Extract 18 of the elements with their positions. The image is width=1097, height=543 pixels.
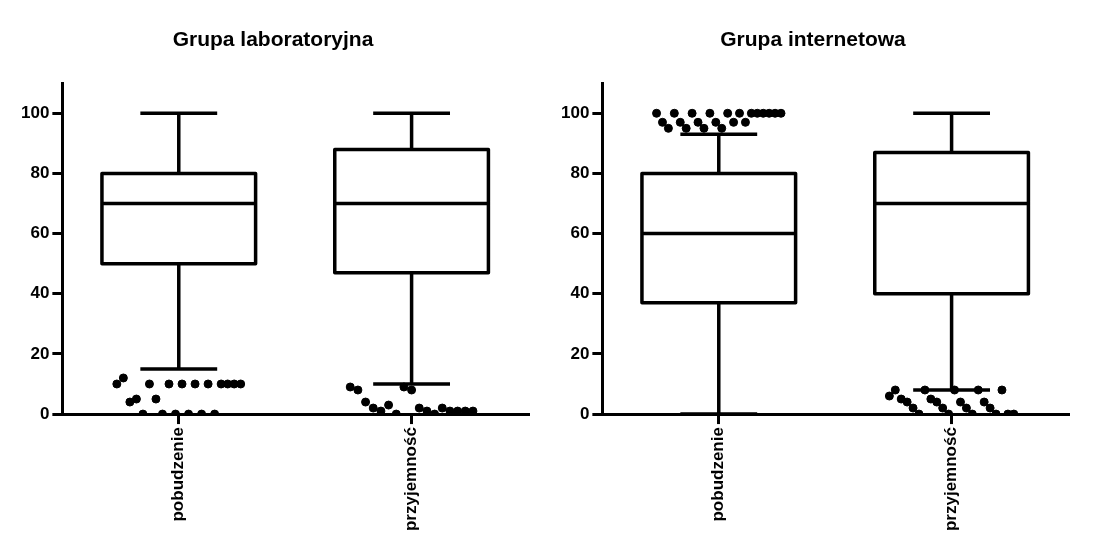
y-tick-label: 100: [20, 102, 50, 122]
x-tick-label: pobudzenie: [168, 427, 188, 522]
y-tick-label: 80: [570, 163, 590, 183]
y-tick-label: 40: [30, 283, 50, 303]
chart-title: Grupa internetowa: [720, 27, 907, 51]
x-tick-label: przyjemność: [401, 427, 421, 532]
chart-title: Grupa laboratoryjna: [172, 27, 374, 51]
y-tick-label: 0: [579, 403, 590, 423]
y-tick-label: 20: [30, 343, 50, 363]
y-tick-label: 60: [30, 223, 50, 243]
y-tick-label: 100: [560, 102, 590, 122]
y-tick-label: 60: [570, 223, 590, 243]
y-tick-label: 40: [570, 283, 590, 303]
y-tick-label: 80: [30, 163, 50, 183]
x-tick-label: przyjemność: [941, 427, 961, 532]
y-tick-label: 0: [39, 403, 50, 423]
y-tick-label: 20: [570, 343, 590, 363]
x-tick-label: pobudzenie: [708, 427, 728, 522]
